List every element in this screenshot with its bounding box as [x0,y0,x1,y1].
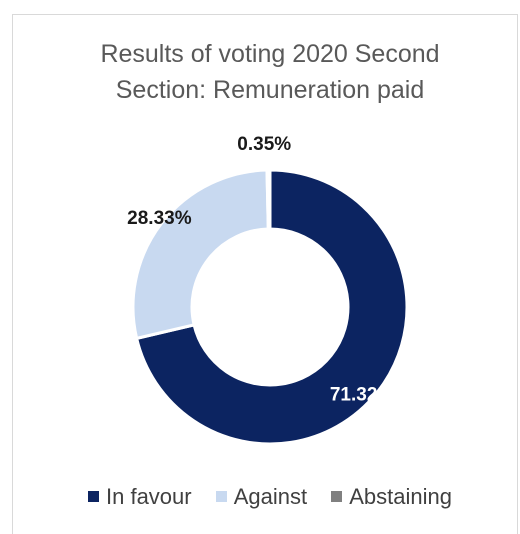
legend-label-in-favour: In favour [106,484,192,509]
legend-label-against: Against [233,484,308,509]
data-label-in-favour: 71.32% [330,385,395,406]
doughnut-chart: 71.32% 28.33% 0.35% [127,134,409,446]
chart-frame [12,14,518,534]
data-label-abstaining: 0.35% [237,134,291,155]
slice-against [131,168,270,341]
chart-legend: In favour Against Abstaining [0,484,520,510]
legend-item-in-favour: In favour [88,484,192,510]
legend-swatch-against [215,491,227,502]
legend-label-abstaining: Abstaining [349,484,452,509]
legend-swatch-abstaining [331,491,343,502]
chart-title-line-2: Section: Remuneration paid [115,76,425,104]
chart-title: Results of voting 2020 Second Section: R… [0,36,520,108]
legend-swatch-in-favour [88,491,99,502]
data-label-against: 28.33% [127,208,192,229]
slice-in-favour [134,168,409,446]
slice-abstaining [265,168,272,231]
legend-item-against: Against [215,484,308,510]
chart-title-line-1: Results of voting 2020 Second [100,40,440,68]
legend-item-abstaining: Abstaining [331,484,452,510]
